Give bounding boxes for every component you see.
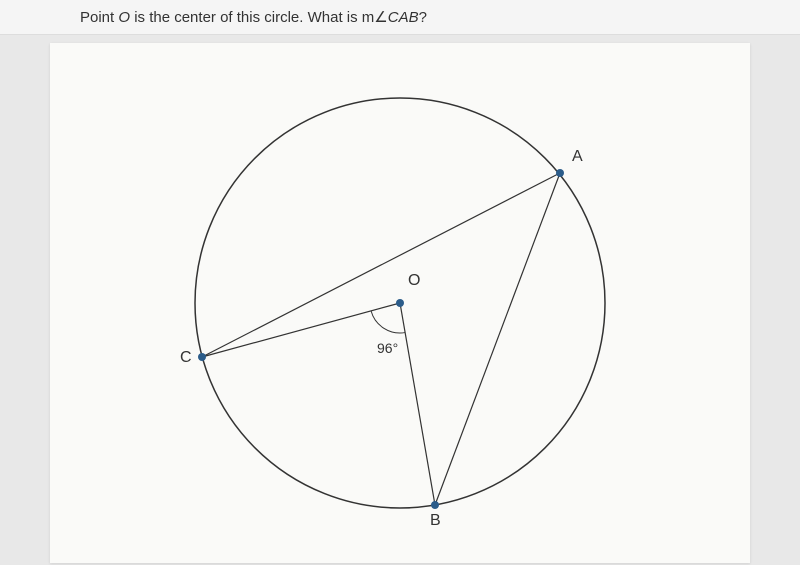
question-text: Point O is the center of this circle. Wh… [0,0,800,35]
question-prefix: Point [80,9,118,26]
geometry-diagram: A B C O 96° [50,43,750,563]
angle-symbol: ∠ [374,9,387,26]
question-point: O [118,9,130,26]
question-suffix: ? [419,9,427,26]
circle-diagram-svg: A B C O 96° [50,43,750,563]
svg-text:O: O [408,272,420,289]
svg-text:C: C [180,349,192,366]
angle-name: CAB [388,9,419,26]
svg-text:B: B [430,512,441,529]
svg-text:A: A [572,148,583,165]
question-middle: is the center of this circle. What is m [130,9,374,26]
svg-text:96°: 96° [377,340,398,356]
